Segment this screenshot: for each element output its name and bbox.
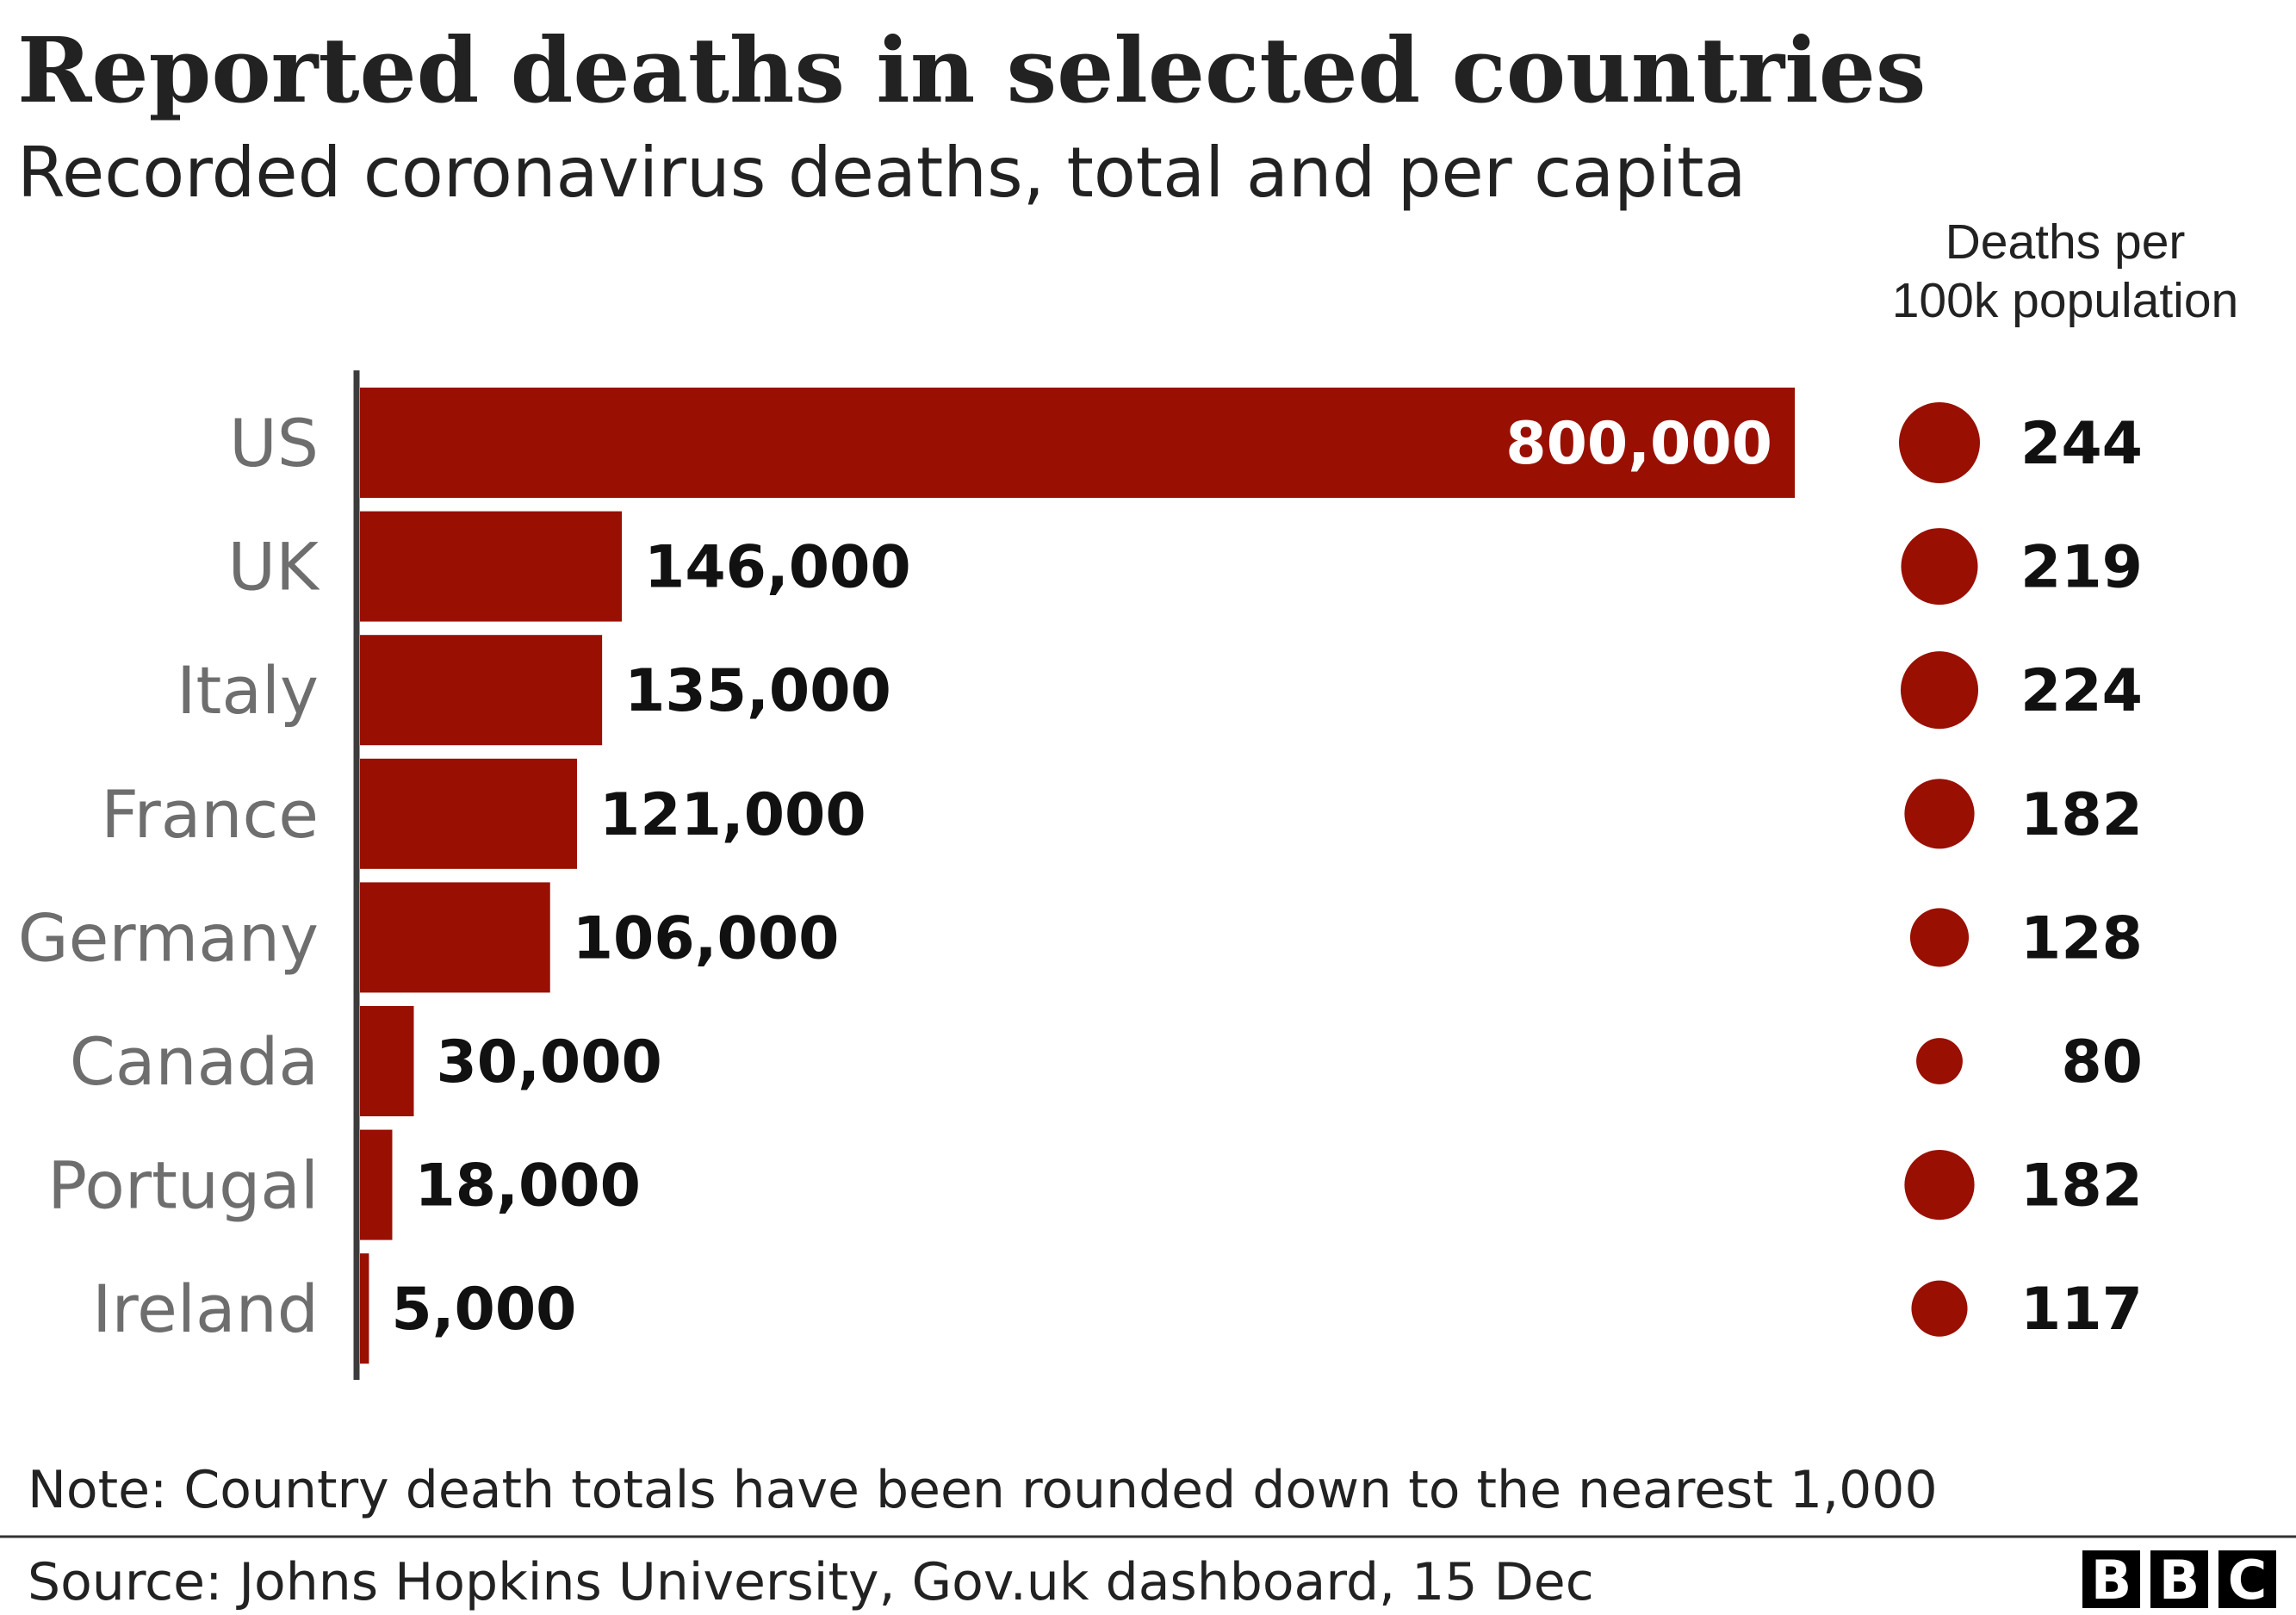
per-capita-value-us: 244 xyxy=(2020,410,2143,478)
bar-value-ireland: 5,000 xyxy=(391,1276,576,1344)
category-label-italy: Italy xyxy=(177,652,319,729)
bar-germany xyxy=(360,882,550,993)
bar-value-us: 800,000 xyxy=(1505,410,1772,478)
chart-subtitle: Recorded coronavirus deaths, total and p… xyxy=(17,133,1747,213)
per-capita-dot-germany xyxy=(1909,908,1970,967)
category-label-ireland: Ireland xyxy=(92,1270,319,1347)
category-label-france: France xyxy=(101,776,319,853)
category-label-us: US xyxy=(229,405,319,481)
category-label-germany: Germany xyxy=(18,899,319,976)
per-capita-dot-france xyxy=(1904,779,1975,849)
bbc-logo: B B C xyxy=(2082,1549,2276,1612)
bar-value-france: 121,000 xyxy=(599,781,866,849)
bar-value-uk: 146,000 xyxy=(644,534,911,602)
chart-title: Reported deaths in selected countries xyxy=(17,17,1926,123)
per-capita-value-france: 182 xyxy=(2020,781,2143,849)
bar-value-germany: 106,000 xyxy=(573,904,840,972)
category-label-canada: Canada xyxy=(70,1023,319,1100)
bar-italy xyxy=(360,635,603,746)
source-text: Source: Johns Hopkins University, Gov.uk… xyxy=(28,1552,1594,1612)
bar-france xyxy=(360,758,577,869)
bbc-logo-block-1 xyxy=(2082,1550,2140,1608)
bbc-logo-block-2 xyxy=(2150,1550,2208,1608)
bar-value-italy: 135,000 xyxy=(624,657,891,725)
category-label-portugal: Portugal xyxy=(47,1147,319,1224)
bbc-logo-letter-3: C xyxy=(2228,1549,2268,1612)
per-capita-dot-italy xyxy=(1900,651,1979,730)
bar-us xyxy=(360,388,1795,498)
per-capita-header-line-1: Deaths per xyxy=(1945,214,2186,270)
category-label-uk: UK xyxy=(228,529,321,606)
per-capita-dot-us xyxy=(1899,402,1980,483)
bar-value-portugal: 18,000 xyxy=(414,1152,640,1221)
per-capita-value-germany: 128 xyxy=(2020,904,2143,972)
per-capita-dot-ireland xyxy=(1911,1280,1968,1337)
bbc-logo-letter-2: B xyxy=(2159,1549,2200,1612)
per-capita-header-line-2: 100k population xyxy=(1892,273,2239,328)
bbc-logo-block-3 xyxy=(2218,1550,2276,1608)
per-capita-dot-uk xyxy=(1901,528,1978,606)
per-capita-value-ireland: 117 xyxy=(2020,1276,2143,1344)
bbc-logo-letter-1: B xyxy=(2091,1549,2132,1612)
bar-value-canada: 30,000 xyxy=(436,1028,661,1096)
per-capita-value-uk: 219 xyxy=(2020,534,2143,602)
bar-ireland xyxy=(360,1253,369,1364)
per-capita-value-portugal: 182 xyxy=(2020,1152,2143,1221)
bars: US 800,000 244 UK 146,000 219 Italy 135,000 224 F… xyxy=(18,388,2143,1364)
bar-canada xyxy=(360,1006,414,1116)
per-capita-dot-canada xyxy=(1916,1038,1963,1084)
per-capita-value-italy: 224 xyxy=(2020,657,2143,725)
bar-uk xyxy=(360,511,623,622)
per-capita-dot-portugal xyxy=(1904,1150,1975,1221)
per-capita-value-canada: 80 xyxy=(2061,1028,2143,1096)
footnote: Note: Country death totals have been rou… xyxy=(28,1460,1938,1520)
bar-portugal xyxy=(360,1129,393,1240)
